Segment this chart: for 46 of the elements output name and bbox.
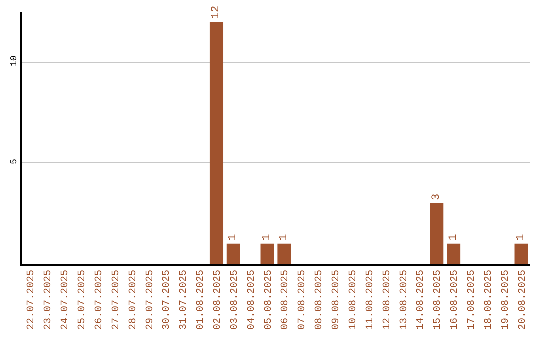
x-tick-label: 16.08.2025 <box>450 270 462 330</box>
x-tick-label: 01.08.2025 <box>196 270 208 330</box>
x-tick-label: 11.08.2025 <box>365 270 376 330</box>
x-tick-label: 17.08.2025 <box>466 270 478 330</box>
x-tick-label: 23.07.2025 <box>44 270 55 330</box>
bar <box>226 244 240 264</box>
bar <box>447 244 461 264</box>
x-tick-label: 08.08.2025 <box>314 270 326 330</box>
x-tick-label: 25.07.2025 <box>78 270 89 330</box>
x-tick-label: 04.08.2025 <box>246 270 258 330</box>
data-label: 3 <box>430 194 443 201</box>
data-label: 1 <box>262 234 274 241</box>
bar <box>260 244 274 264</box>
x-tick-label: 14.08.2025 <box>416 270 428 330</box>
x-tick-label: 27.07.2025 <box>111 270 122 330</box>
data-label: 1 <box>516 234 528 241</box>
bar <box>210 22 224 264</box>
x-tick-label: 30.07.2025 <box>162 270 174 330</box>
y-tick-label: 5 <box>9 159 20 165</box>
bar <box>430 204 444 264</box>
x-tick-label: 18.08.2025 <box>484 270 495 330</box>
data-label: 1 <box>448 234 460 241</box>
x-tick-label: 05.08.2025 <box>264 270 275 330</box>
bar <box>278 244 292 264</box>
x-tick-label: 26.07.2025 <box>94 270 106 330</box>
x-tick-label: 12.08.2025 <box>382 270 394 330</box>
x-tick-label: 22.07.2025 <box>26 270 38 330</box>
y-tick-label: 10 <box>9 56 20 66</box>
x-tick-label: 24.07.2025 <box>60 270 72 330</box>
x-tick-label: 03.08.2025 <box>230 270 241 330</box>
data-label: 1 <box>228 234 240 241</box>
x-tick-label: 20.08.2025 <box>518 270 529 330</box>
x-tick-label: 10.08.2025 <box>348 270 360 330</box>
x-tick-label: 06.08.2025 <box>280 270 292 330</box>
bar <box>514 244 528 264</box>
x-tick-label: 15.08.2025 <box>433 270 444 330</box>
x-tick-label: 19.08.2025 <box>500 270 512 330</box>
x-tick-label: 13.08.2025 <box>399 270 410 330</box>
x-tick-label: 31.07.2025 <box>179 270 190 330</box>
data-label: 12 <box>210 6 223 20</box>
data-label: 1 <box>278 234 290 241</box>
x-tick-label: 07.08.2025 <box>298 270 309 330</box>
x-tick-label: 28.07.2025 <box>128 270 140 330</box>
x-tick-label: 02.08.2025 <box>212 270 224 330</box>
x-tick-label: 29.07.2025 <box>145 270 156 330</box>
x-tick-label: 09.08.2025 <box>332 270 343 330</box>
